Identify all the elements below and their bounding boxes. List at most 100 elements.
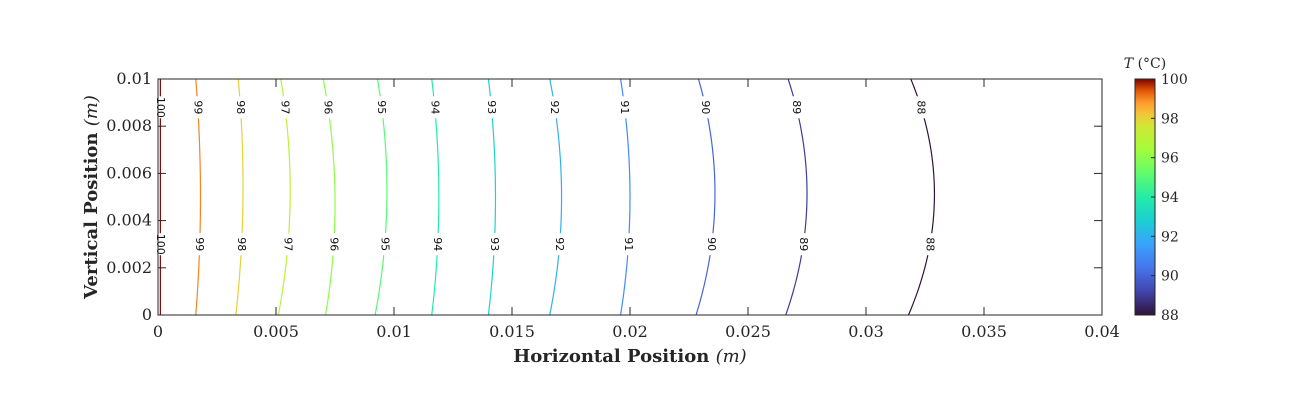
contour-line-92 bbox=[549, 79, 563, 315]
contour-label-gap bbox=[192, 233, 207, 256]
contour-label-93-lower: 93 bbox=[488, 237, 501, 251]
contour-label-89-lower: 89 bbox=[797, 237, 810, 251]
y-tick-label: 0 bbox=[142, 305, 152, 324]
y-axis-label-text: Vertical Position bbox=[81, 133, 102, 300]
contour-label-gap bbox=[621, 233, 636, 256]
contour-label-97-upper: 97 bbox=[278, 100, 291, 114]
colorbar-tick-label: 100 bbox=[1161, 72, 1188, 88]
contour-line-96 bbox=[322, 79, 336, 315]
contour-label-91-lower: 91 bbox=[622, 237, 635, 251]
contour-label-100-upper: 100 bbox=[154, 97, 167, 118]
contour-label-gap bbox=[617, 96, 632, 119]
contour-label-97-lower: 97 bbox=[281, 237, 294, 251]
contour-label-gap bbox=[698, 96, 713, 119]
x-axis-ticks: 0 0.005 0.01 0.015 0.02 0.025 0.03 0.035 0.04 bbox=[153, 79, 1120, 341]
contour-label-gap bbox=[796, 233, 811, 256]
contour-label-gap bbox=[377, 233, 392, 256]
contour-label-90-lower: 90 bbox=[705, 237, 718, 251]
contour-label-gap bbox=[547, 96, 562, 119]
contour-line-94 bbox=[431, 79, 440, 315]
contour-label-gap bbox=[233, 96, 248, 119]
contour-label-94-lower: 94 bbox=[431, 237, 444, 251]
x-tick-label: 0.025 bbox=[725, 322, 771, 341]
contour-label-gap bbox=[153, 233, 168, 256]
colorbar-title-unit: (°C) bbox=[1138, 56, 1167, 72]
contour-label-gap bbox=[277, 96, 292, 119]
y-tick-label: 0.01 bbox=[116, 69, 152, 88]
contour-label-100-lower: 100 bbox=[154, 234, 167, 255]
x-tick-label: 0.035 bbox=[961, 322, 1007, 341]
colorbar-title-symbol: T bbox=[1124, 56, 1135, 72]
x-tick-label: 0.03 bbox=[848, 322, 884, 341]
colorbar-tick-label: 94 bbox=[1161, 190, 1179, 206]
contour-line-91 bbox=[619, 79, 631, 315]
y-axis-unit: (m) bbox=[81, 95, 102, 126]
y-tick-label: 0.002 bbox=[106, 258, 152, 277]
contour-line-98 bbox=[235, 79, 244, 315]
colorbar-tick-label: 90 bbox=[1161, 269, 1179, 285]
colorbar-tick-label: 96 bbox=[1161, 151, 1179, 167]
contour-label-gap bbox=[190, 96, 205, 119]
contour-label-gap bbox=[153, 96, 168, 119]
contour-label-gap bbox=[280, 233, 295, 256]
x-axis-unit: (m) bbox=[716, 346, 747, 367]
contour-label-88-upper: 88 bbox=[915, 100, 928, 114]
contour-label-gap bbox=[374, 96, 389, 119]
contour-label-gap bbox=[789, 96, 804, 119]
colorbar-tick-label: 92 bbox=[1161, 229, 1179, 245]
contour-line-88 bbox=[907, 79, 936, 315]
contour-label-99-lower: 99 bbox=[193, 237, 206, 251]
colorbar-title: T (°C) bbox=[1124, 56, 1166, 72]
contour-label-92-lower: 92 bbox=[553, 237, 566, 251]
contour-label-95-lower: 95 bbox=[378, 237, 391, 251]
contour-label-94-upper: 94 bbox=[428, 100, 441, 114]
x-tick-label: 0.02 bbox=[612, 322, 648, 341]
colorbar-tick-label: 98 bbox=[1161, 111, 1179, 127]
contour-label-98-upper: 98 bbox=[234, 100, 247, 114]
x-tick-label: 0.005 bbox=[253, 322, 299, 341]
contour-line-99 bbox=[195, 79, 202, 315]
contour-label-95-upper: 95 bbox=[375, 100, 388, 114]
contour-label-96-lower: 96 bbox=[327, 237, 340, 251]
colorbar-ticks: 88 90 92 94 96 98 100 bbox=[1151, 72, 1188, 324]
colorbar-tick-label: 88 bbox=[1161, 308, 1179, 324]
x-tick-label: 0 bbox=[153, 322, 163, 341]
y-axis-ticks: 0 0.002 0.004 0.006 0.008 0.01 bbox=[106, 69, 1102, 324]
contour-label-96-upper: 96 bbox=[321, 100, 334, 114]
contour-line-97 bbox=[277, 79, 291, 315]
y-tick-label: 0.008 bbox=[106, 116, 152, 135]
y-axis-label: Vertical Position (m) bbox=[81, 95, 102, 300]
contour-label-gap bbox=[430, 233, 445, 256]
colorbar: 88 90 92 94 96 98 100 T (°C) bbox=[1124, 56, 1188, 324]
contour-label-gap bbox=[704, 233, 719, 256]
contour-label-91-upper: 91 bbox=[618, 100, 631, 114]
contour-label-92-upper: 92 bbox=[548, 100, 561, 114]
x-tick-label: 0.015 bbox=[489, 322, 535, 341]
contour-labels: 100 100 99 99 98 98 97 97 96 96 95 95 94 94 93 93 92 92 91… bbox=[153, 96, 938, 256]
contour-label-gap bbox=[320, 96, 335, 119]
contour-label-93-upper: 93 bbox=[485, 100, 498, 114]
x-tick-label: 0.04 bbox=[1084, 322, 1120, 341]
contour-line-95 bbox=[374, 79, 388, 315]
contour-line-93 bbox=[487, 79, 497, 315]
x-axis-label-text: Horizontal Position bbox=[513, 346, 709, 367]
contour-label-99-upper: 99 bbox=[191, 100, 204, 114]
contour-label-98-lower: 98 bbox=[235, 237, 248, 251]
x-tick-label: 0.01 bbox=[376, 322, 412, 341]
contour-label-gap bbox=[326, 233, 341, 256]
contour-label-gap bbox=[427, 96, 442, 119]
x-axis-label: Horizontal Position (m) bbox=[513, 346, 746, 367]
contour-line-90 bbox=[695, 79, 716, 315]
y-tick-label: 0.006 bbox=[106, 163, 152, 182]
contour-label-gap bbox=[234, 233, 249, 256]
contour-label-gap bbox=[923, 233, 938, 256]
contour-label-gap bbox=[914, 96, 929, 119]
contour-label-gap bbox=[552, 233, 567, 256]
contour-label-gap bbox=[487, 233, 502, 256]
contour-label-gap bbox=[484, 96, 499, 119]
contour-label-90-upper: 90 bbox=[699, 100, 712, 114]
contour-line-89 bbox=[785, 79, 808, 315]
contour-label-89-upper: 89 bbox=[790, 100, 803, 114]
y-tick-label: 0.004 bbox=[106, 211, 152, 230]
